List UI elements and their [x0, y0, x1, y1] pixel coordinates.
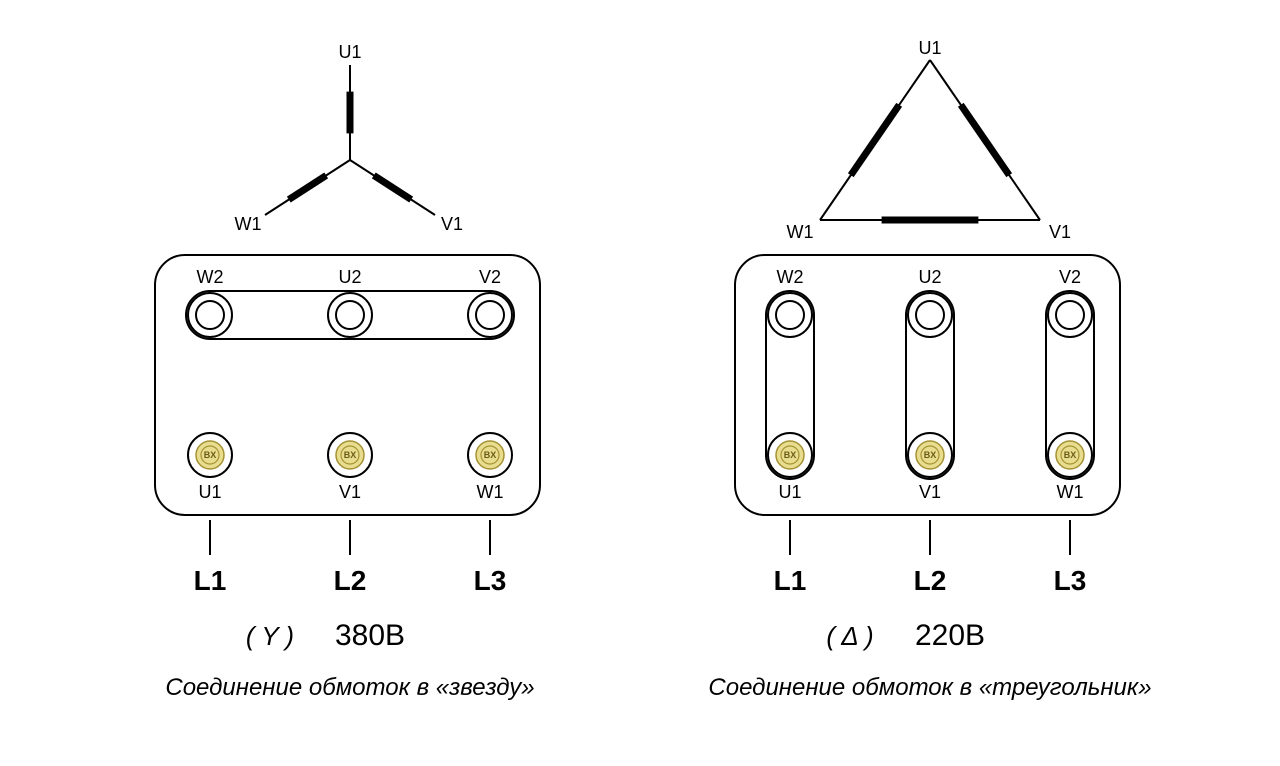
delta-side-u-w-thick — [851, 105, 899, 175]
phase-label-2: L3 — [474, 565, 507, 596]
voltage-label: 380В — [335, 619, 405, 652]
terminal-bot-0-bx: BX — [204, 450, 217, 460]
terminal-top-label-2: V2 — [479, 267, 501, 287]
phase-label-0: L1 — [774, 565, 807, 596]
star-label-w1: W1 — [235, 214, 262, 234]
terminal-bot-1-bx: BX — [344, 450, 357, 460]
delta-label-w1: W1 — [787, 222, 814, 242]
terminal-top-1-inner — [916, 301, 944, 329]
voltage-label: 220В — [915, 619, 985, 652]
terminal-bot-label-2: W1 — [477, 482, 504, 502]
terminal-top-label-1: U2 — [918, 267, 941, 287]
terminal-bot-label-1: V1 — [339, 482, 361, 502]
connection-description: Соединение обмоток в «звезду» — [165, 674, 534, 701]
delta-label-u1: U1 — [918, 38, 941, 58]
terminal-bot-0-bx: BX — [784, 450, 797, 460]
terminal-top-label-1: U2 — [338, 267, 361, 287]
connection-symbol: ( Y ) — [246, 621, 294, 651]
connection-description: Соединение обмоток в «треугольник» — [708, 674, 1151, 701]
terminal-bot-1-bx: BX — [924, 450, 937, 460]
terminal-top-label-0: W2 — [197, 267, 224, 287]
terminal-top-2-inner — [1056, 301, 1084, 329]
star-arm-w-thick — [289, 175, 326, 199]
connection-symbol: ( Δ ) — [826, 621, 873, 651]
terminal-bot-label-0: U1 — [198, 482, 221, 502]
terminal-top-label-2: V2 — [1059, 267, 1081, 287]
wiring-diagram: U1 W1 V1 W2 U2 V2 BX U1 L1 BX V1 L2 BX W1 L3 ( Y ) 380В С… — [0, 0, 1280, 766]
terminal-top-label-0: W2 — [777, 267, 804, 287]
delta-side-u-v-thick — [961, 105, 1009, 175]
star-arm-v-thick — [374, 175, 411, 199]
phase-label-1: L2 — [334, 565, 367, 596]
delta-label-v1: V1 — [1049, 222, 1071, 242]
terminal-top-0-inner — [776, 301, 804, 329]
star-label-u1: U1 — [338, 42, 361, 62]
terminal-bot-label-2: W1 — [1057, 482, 1084, 502]
terminal-bot-label-1: V1 — [919, 482, 941, 502]
terminal-bot-2-bx: BX — [484, 450, 497, 460]
panel-star: U1 W1 V1 W2 U2 V2 BX U1 L1 BX V1 L2 BX W1 L3 ( Y ) 380В С… — [155, 42, 540, 701]
phase-label-0: L1 — [194, 565, 227, 596]
phase-label-2: L3 — [1054, 565, 1087, 596]
terminal-bot-label-0: U1 — [778, 482, 801, 502]
terminal-top-0-inner — [196, 301, 224, 329]
terminal-top-1-inner — [336, 301, 364, 329]
phase-label-1: L2 — [914, 565, 947, 596]
terminal-top-2-inner — [476, 301, 504, 329]
terminal-bot-2-bx: BX — [1064, 450, 1077, 460]
panel-delta: U1 W1 V1 W2 U2 V2 BX U1 L1 BX V1 L2 BX W1 L3 ( Δ ) 220В С… — [708, 38, 1151, 701]
star-label-v1: V1 — [441, 214, 463, 234]
